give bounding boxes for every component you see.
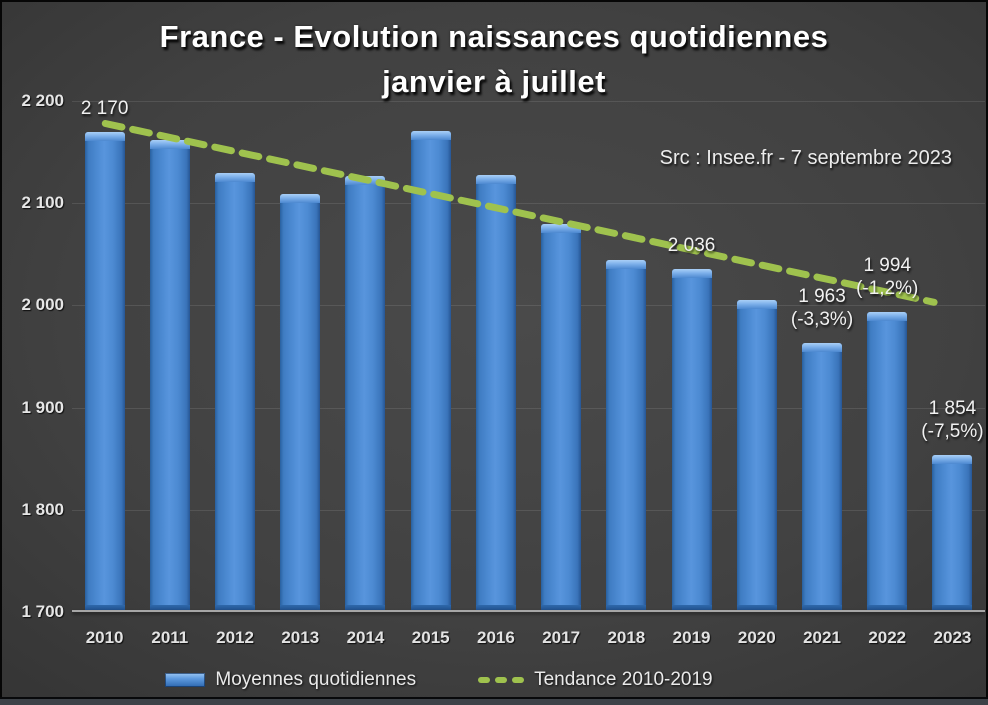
bar-2018 <box>606 260 647 612</box>
bar-band <box>137 101 202 613</box>
bar-band <box>724 101 789 612</box>
x-tick-label: 2015 <box>411 628 450 647</box>
bar-series-label: Moyennes quotidiennes <box>215 669 417 690</box>
bar-band <box>594 101 659 612</box>
bar-value-label: 1 854 (-7,5%) <box>921 397 983 443</box>
bar-band <box>529 101 594 613</box>
bar-band: 1 963 (-3,3%) <box>789 101 854 612</box>
bar-band: 2 036 <box>659 101 724 613</box>
legend-item-bars: Moyennes quotidiennes <box>165 669 416 691</box>
x-tick-label: 2014 <box>346 628 385 647</box>
plot-area: 2 200 2 100 2 000 1 900 1 800 1 700 2 170 2 03… <box>21 91 985 647</box>
bar-value-label-line: 2 036 <box>667 234 716 256</box>
bar-2016 <box>475 174 516 613</box>
trend-series-label: Tendance 2010-2019 <box>534 669 713 690</box>
bar-value-label-line: (-7,5%) <box>921 420 984 442</box>
x-tick-label: 2013 <box>281 628 320 647</box>
chart-title-line1: France - Evolution naissances quotidienn… <box>159 19 829 54</box>
gridline <box>72 101 985 102</box>
bar-2021 <box>802 343 843 612</box>
bar-2014 <box>345 175 386 613</box>
bar-value-label-line: (-1,2%) <box>856 277 919 299</box>
bar-2019 <box>671 268 712 613</box>
x-axis-labels: 2010 2011 2012 2013 2014 2015 2016 2017 2018 2019… <box>72 628 985 648</box>
x-tick-label: 2018 <box>607 628 646 647</box>
bar-band: 2 170 <box>72 98 137 613</box>
trend-line <box>101 120 938 306</box>
bar-band <box>333 101 398 613</box>
bar-2011 <box>149 139 190 613</box>
bar-value-label: 2 170 <box>81 97 129 120</box>
chart-title: France - Evolution naissances quotidienn… <box>0 14 988 104</box>
y-tick-label: 1 700 <box>21 602 64 621</box>
x-tick-label: 2017 <box>542 628 581 647</box>
x-tick-label: 2020 <box>737 628 776 647</box>
chart-title-line2: janvier à juillet <box>382 64 606 99</box>
x-tick-label: 2016 <box>477 628 515 647</box>
bar-band <box>202 101 267 612</box>
y-tick-label: 2 200 <box>21 91 64 110</box>
bar-2015 <box>410 130 451 613</box>
bar-value-label-line: 1 994 <box>863 254 912 276</box>
bar-value-label-line: (-3,3%) <box>790 309 854 331</box>
y-tick-label: 1 900 <box>21 397 64 417</box>
x-tick-label: 2010 <box>85 628 124 647</box>
bar-value-label-line: 1 854 <box>928 397 977 419</box>
bar-band: 1 994 (-1,2%) <box>855 101 920 612</box>
bar-series-swatch-icon <box>165 673 206 687</box>
bar-2022 <box>867 311 908 612</box>
y-tick-label: 2 000 <box>21 295 64 315</box>
bar-band <box>463 101 528 613</box>
bar-value-label: 1 963 (-3,3%) <box>791 285 853 331</box>
bar-value-label-line: 2 170 <box>80 97 129 119</box>
trend-dashed-line <box>101 120 938 306</box>
bar-2013 <box>280 194 321 612</box>
bar-2020 <box>736 300 777 612</box>
x-axis-line <box>72 610 985 612</box>
gridline <box>72 203 985 205</box>
y-tick-label: 1 800 <box>21 499 64 519</box>
x-tick-label: 2022 <box>868 628 907 647</box>
x-tick-label: 2021 <box>803 628 841 647</box>
bar-band <box>398 101 463 613</box>
bar-value-label: 1 994 (-1,2%) <box>856 254 918 300</box>
bar-2023 <box>932 454 973 613</box>
bar-value-label-line: 1 963 <box>798 286 846 308</box>
gridline <box>72 509 985 511</box>
bar-band <box>268 101 333 612</box>
bar-value-label: 2 036 <box>668 234 716 257</box>
source-note: Src : Insee.fr - 7 septembre 2023 <box>659 147 952 169</box>
x-tick-label: 2012 <box>216 628 254 647</box>
bar-series: 2 170 2 036 1 963 (-3,3%) 1 994 (-1,2%) 1 854(… <box>72 98 985 613</box>
bar-2010 <box>84 131 125 613</box>
bottom-edge-strip <box>0 697 988 705</box>
x-tick-label: 2019 <box>672 628 711 647</box>
y-tick-label: 2 100 <box>21 193 64 213</box>
x-tick-label: 2011 <box>151 628 189 647</box>
legend-item-trend: Tendance 2010-2019 <box>478 669 713 691</box>
bar-band: 1 854 (-7,5%) <box>920 101 985 613</box>
gridline <box>72 407 985 409</box>
bar-2017 <box>541 223 582 613</box>
x-tick-label: 2023 <box>933 628 972 647</box>
bar-2012 <box>215 172 256 612</box>
legend: Moyennes quotidiennes Tendance 2010-2019 <box>0 669 988 691</box>
trend-series-swatch-icon <box>478 677 525 683</box>
gridline <box>72 305 985 307</box>
